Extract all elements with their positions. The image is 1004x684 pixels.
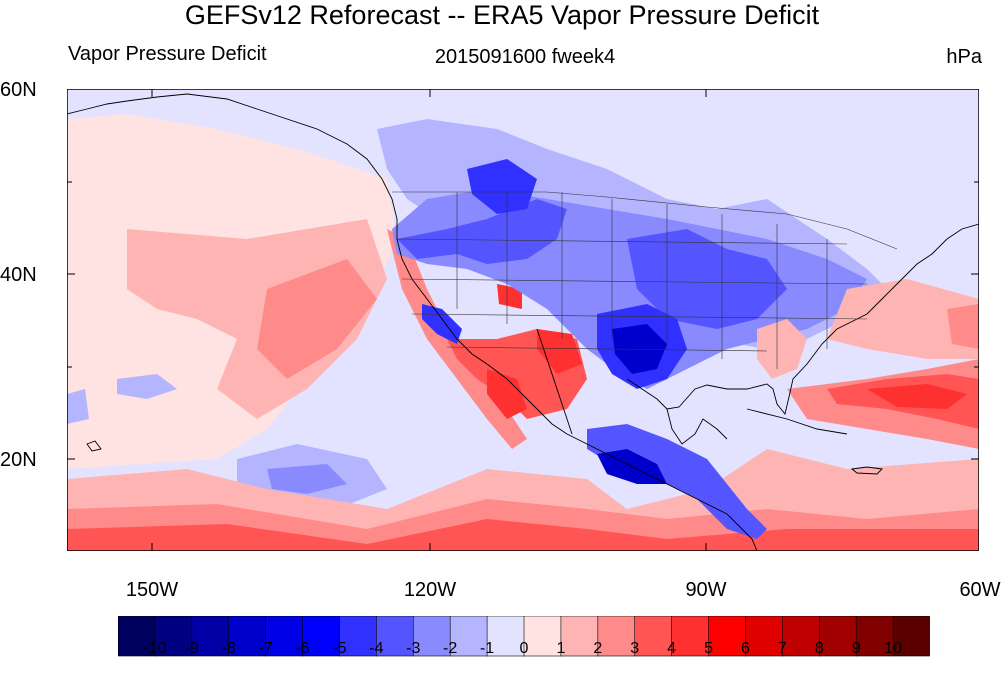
pacific-cool-patch-2 [267,464,347,494]
colorbar-tick-label: -5 [332,640,347,657]
colorbar-swatch [412,616,451,657]
atlantic-hot-core-2 [867,384,967,409]
hawaii-cool-patch [67,389,89,424]
colorbar-tick-label: 3 [630,640,640,657]
southeast-warm [757,319,807,379]
colorbar-tick-label: 5 [704,640,713,657]
colorbar-tick-label: -8 [221,640,236,657]
coastlines [67,93,979,551]
lon-label-60w: 60W [959,579,1001,601]
atlantic-warm-north [827,279,979,359]
map-plot [67,89,979,551]
colorbar-tick-label: -6 [295,640,310,657]
colorbar-tick-label: -7 [258,640,273,657]
colorbar-tick-label: 10 [884,640,902,657]
colorbar-swatch [560,616,599,657]
colorbar-swatch [892,616,930,657]
lat-label-60n: 60N [0,79,37,101]
colorbar-swatch [782,616,821,657]
variable-label: Vapor Pressure Deficit [68,43,267,65]
colorbar-swatch [154,616,193,657]
chart-title: GEFSv12 Reforecast -- ERA5 Vapor Pressur… [184,0,820,30]
map-ticks [67,89,979,551]
hawaii-cool-patch-2 [117,374,177,399]
lon-label-150w: 150W [125,579,179,601]
colorbar-tick-label: 6 [741,640,750,657]
mexico-hot-core [487,369,527,419]
atlantic-warm-core [947,304,979,349]
colorbar-swatch [745,616,784,657]
colorbar-tick-label: -1 [479,640,495,657]
colorbar-tick-label: 8 [814,640,824,657]
colorbar-swatch [486,616,525,657]
colorbar-swatch [818,616,857,657]
colorbar-tick-label: 4 [667,640,677,657]
colorbar-swatch [228,616,267,657]
lon-label-120w: 120W [403,579,457,601]
colorbar-swatch [708,616,747,657]
lat-label-20n: 20N [0,449,37,471]
colorbar-swatch [118,616,156,657]
southern-warm-band-3 [67,519,979,551]
colorbar-tick-label: 2 [593,640,603,657]
colorbar-tick-label: 1 [556,640,566,657]
state-borders [392,191,898,369]
colorbar-swatch [597,616,636,657]
colorbar-swatch [265,616,304,657]
colorbar-tick-label: 7 [777,640,787,657]
colorbar-tick-label: -10 [143,640,167,657]
colorbar-swatch [339,616,378,657]
lat-label-40n: 40N [0,264,37,286]
four-corners-hot [497,284,522,309]
units-label: hPa [946,46,982,68]
colorbar-tick-label: 0 [519,640,529,657]
colorbar-tick-label: -9 [184,640,199,657]
colorbar [118,616,930,657]
texas-deep-cool [612,324,667,374]
colorbar-swatch [523,616,562,657]
date-label: 2015091600 fweek4 [434,46,616,68]
colorbar-tick-label: -2 [443,640,458,657]
northwest-cool-core [467,159,537,214]
colorbar-tick-label: 9 [851,640,861,657]
colorbar-swatch [302,616,341,657]
colorbar-tick-label: -3 [406,640,421,657]
lon-label-90w: 90W [685,579,727,601]
colorbar-tick-label: -4 [369,640,384,657]
colorbar-swatch [449,616,488,657]
colorbar-swatch [634,616,673,657]
pacific-warm-field-3 [257,259,377,379]
rockies-cool-core [397,199,567,264]
